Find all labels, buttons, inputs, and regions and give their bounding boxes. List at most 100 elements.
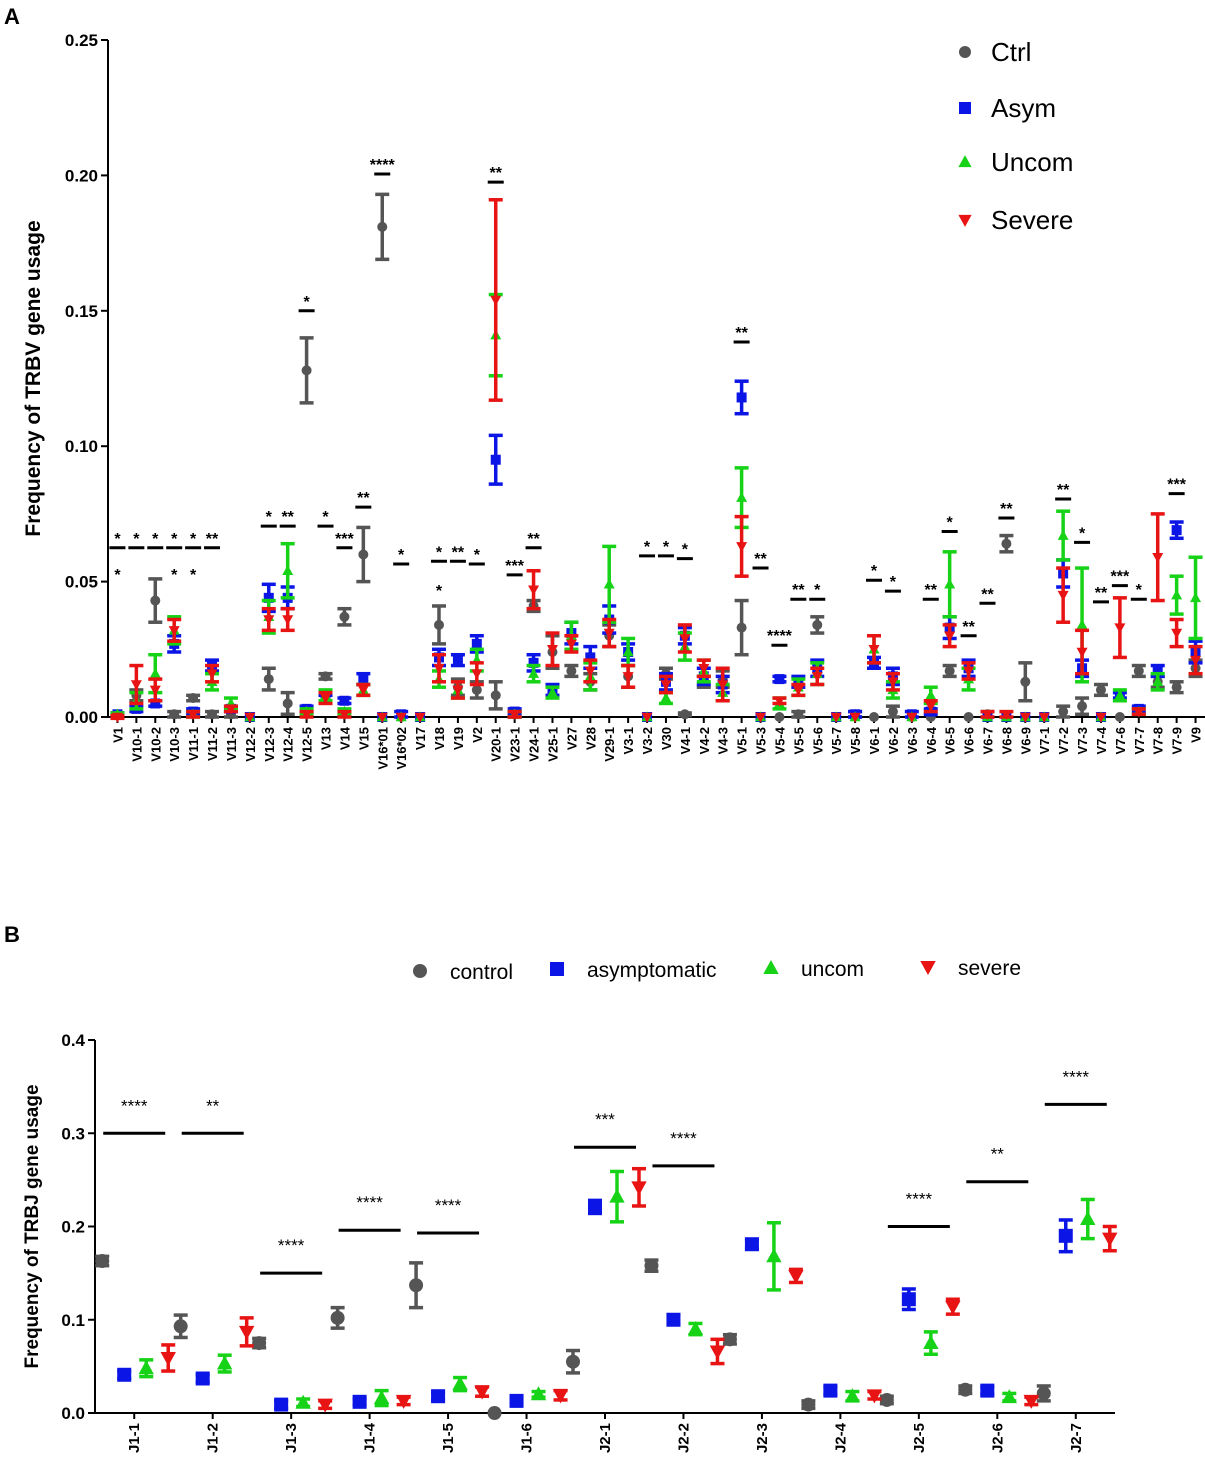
data-point-group [999, 533, 1014, 554]
data-point-group [295, 1394, 311, 1409]
significance-label: **** [435, 1196, 462, 1215]
x-tick-label: V25-1 [545, 727, 560, 762]
data-point-group [337, 695, 352, 706]
data-point-group [1023, 1394, 1040, 1409]
severe-point [868, 645, 880, 656]
data-point-group [545, 685, 560, 700]
x-tick-label: V23-1 [508, 727, 523, 762]
data-point-group [734, 514, 749, 578]
uncom-point [216, 1355, 233, 1370]
data-point-group [173, 1313, 188, 1340]
data-point-group [1001, 1389, 1018, 1404]
x-tick-label: V6-5 [943, 727, 958, 754]
y-tick-label: 0.10 [65, 437, 98, 456]
ctrl-point [263, 674, 274, 685]
severe-point [433, 664, 445, 675]
data-point-group [431, 1389, 446, 1404]
uncom-point [1080, 1210, 1096, 1225]
ctrl-point [1114, 712, 1125, 722]
x-tick-label: J1-5 [440, 1423, 457, 1453]
severe-point [317, 1398, 333, 1413]
severe-point [1114, 623, 1126, 634]
data-point-group [923, 1330, 939, 1357]
significance-label: * [814, 582, 821, 599]
data-point-group [1169, 520, 1184, 541]
y-tick-label: 0.20 [65, 166, 98, 185]
trbv-chart: 0.00 0.05 0.10 0.15 0.20 0.25 Frequency of TRB… [22, 31, 1205, 770]
asymptomatic-point [352, 1394, 367, 1409]
data-point-group [1112, 688, 1127, 703]
x-tick-label: J2-7 [1068, 1423, 1085, 1453]
data-point-group [452, 1375, 468, 1393]
x-tick-label: V12-4 [281, 726, 296, 761]
uncom-point [766, 1248, 782, 1263]
severe-point [509, 710, 521, 721]
asym-point [736, 392, 747, 403]
significance-label: ** [527, 531, 540, 548]
data-point-group [474, 1385, 490, 1400]
severe-point [474, 1385, 490, 1400]
legend-marker-severe [920, 961, 936, 976]
legend-label: asymptomatic [587, 959, 717, 982]
data-point-group [709, 1337, 726, 1366]
severe-point [471, 669, 483, 680]
asymptomatic-point [195, 1371, 210, 1386]
data-point-group [942, 550, 957, 619]
asymptomatic-point [588, 1199, 602, 1214]
data-point-group [356, 525, 371, 584]
ctrl-point [1095, 684, 1106, 695]
legend-item-severe: Severe [958, 205, 1073, 235]
severe-point [811, 672, 823, 683]
ctrl-point [887, 706, 898, 717]
significance-label: * [303, 294, 310, 311]
x-tick-label: J2-1 [597, 1423, 614, 1453]
data-point-group [526, 569, 541, 611]
data-point-group [488, 433, 503, 486]
x-tick-label: V2 [470, 727, 485, 743]
data-point-group [791, 709, 806, 720]
data-point-group [160, 1343, 176, 1373]
x-tick-label: V6-3 [905, 727, 920, 754]
severe-point [788, 1269, 804, 1284]
data-point-group [823, 1383, 838, 1398]
asym-point [585, 652, 596, 663]
severe-point [631, 1181, 647, 1196]
data-point-group [318, 671, 333, 682]
significance-label: * [171, 531, 178, 548]
data-point-group [1018, 661, 1033, 703]
significance-label: *** [1111, 569, 1130, 586]
ctrl-point [944, 665, 955, 676]
data-point-group [195, 1371, 210, 1386]
control-point [958, 1382, 973, 1397]
severe-point [584, 666, 596, 677]
significance-label: * [474, 547, 481, 564]
data-point-group [395, 712, 407, 723]
data-point-group [755, 712, 767, 723]
x-tick-label: V24-1 [527, 727, 542, 762]
x-tick-label: V7-3 [1075, 727, 1090, 754]
x-tick-label: V5-1 [735, 727, 750, 754]
severe-point [603, 628, 615, 639]
data-point-group [687, 1321, 704, 1337]
data-point-group [1075, 696, 1090, 717]
severe-point [282, 615, 294, 626]
x-tick-label: V5-8 [848, 727, 863, 754]
uncom-point [373, 1390, 390, 1405]
x-tick-label: V6-1 [867, 727, 882, 754]
data-point-group [844, 1388, 861, 1403]
uncom-point [546, 686, 558, 697]
control-point [409, 1278, 424, 1293]
data-point-group [274, 1397, 289, 1412]
data-point-group [526, 663, 541, 684]
data-point-group [945, 1297, 961, 1316]
ctrl-point [433, 619, 444, 630]
asymptomatic-point [274, 1397, 289, 1412]
severe-point [1152, 552, 1164, 563]
ctrl-point [471, 684, 482, 695]
significance-label: ** [206, 531, 219, 548]
data-point-group [641, 712, 653, 723]
severe-point [981, 710, 993, 721]
x-tick-label: J2-2 [675, 1423, 692, 1453]
data-point-group [1102, 1224, 1118, 1253]
asymptomatic-point [509, 1393, 524, 1408]
